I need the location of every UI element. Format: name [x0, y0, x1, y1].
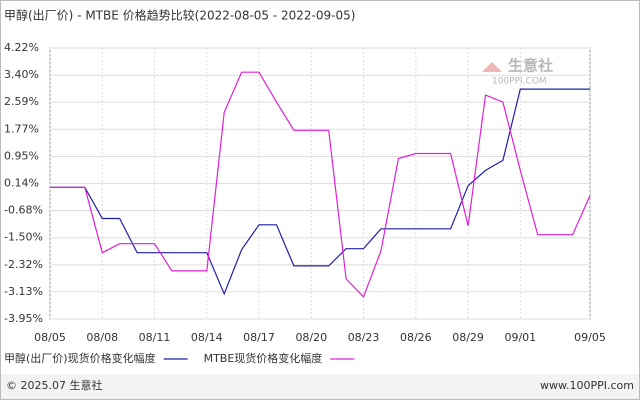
y-tick-label: -0.68%: [4, 204, 43, 217]
x-tick-label: 08/05: [34, 331, 66, 344]
footer-right: www.100PPI.com: [540, 379, 634, 392]
x-tick-label: 09/01: [504, 331, 536, 344]
x-tick-label: 08/17: [243, 331, 275, 344]
watermark-name: 生意社: [508, 57, 553, 75]
x-tick-label: 08/14: [191, 331, 223, 344]
watermark-site: 100PPI.COM: [492, 77, 547, 87]
legend-label: MTBE现货价格变化幅度: [204, 351, 323, 365]
x-tick-label: 09/05: [574, 331, 606, 344]
y-tick-label: -3.95%: [4, 312, 43, 325]
chart-title: 甲醇(出厂价) - MTBE 价格趋势比较(2022-08-05 - 2022-…: [4, 8, 355, 23]
y-tick-label: -1.50%: [4, 231, 43, 244]
y-tick-label: 4.22%: [4, 41, 39, 54]
x-tick-label: 08/26: [400, 331, 432, 344]
watermark: 生意社 100PPI.COM: [482, 57, 553, 87]
series-line: [50, 88, 590, 296]
y-tick-label: 2.59%: [4, 95, 39, 108]
y-tick-label: 3.40%: [4, 68, 39, 81]
y-tick-label: -3.13%: [4, 285, 43, 298]
x-tick-label: 08/23: [348, 331, 380, 344]
y-tick-label: 0.14%: [4, 176, 39, 189]
x-tick-label: 08/20: [295, 331, 327, 344]
y-tick-label: 1.77%: [4, 122, 39, 135]
x-tick-label: 08/11: [139, 331, 171, 344]
y-tick-label: 0.95%: [4, 149, 39, 162]
x-tick-label: 08/29: [452, 331, 484, 344]
y-tick-label: -2.32%: [4, 258, 43, 271]
footer-left: © 2025.07 生意社: [6, 378, 102, 392]
x-tick-label: 08/08: [86, 331, 118, 344]
series-line: [50, 71, 591, 298]
footer-band: [1, 374, 639, 399]
legend-label: 甲醇(出厂价)现货价格变化幅度: [4, 351, 156, 365]
watermark-icon: [482, 62, 502, 72]
